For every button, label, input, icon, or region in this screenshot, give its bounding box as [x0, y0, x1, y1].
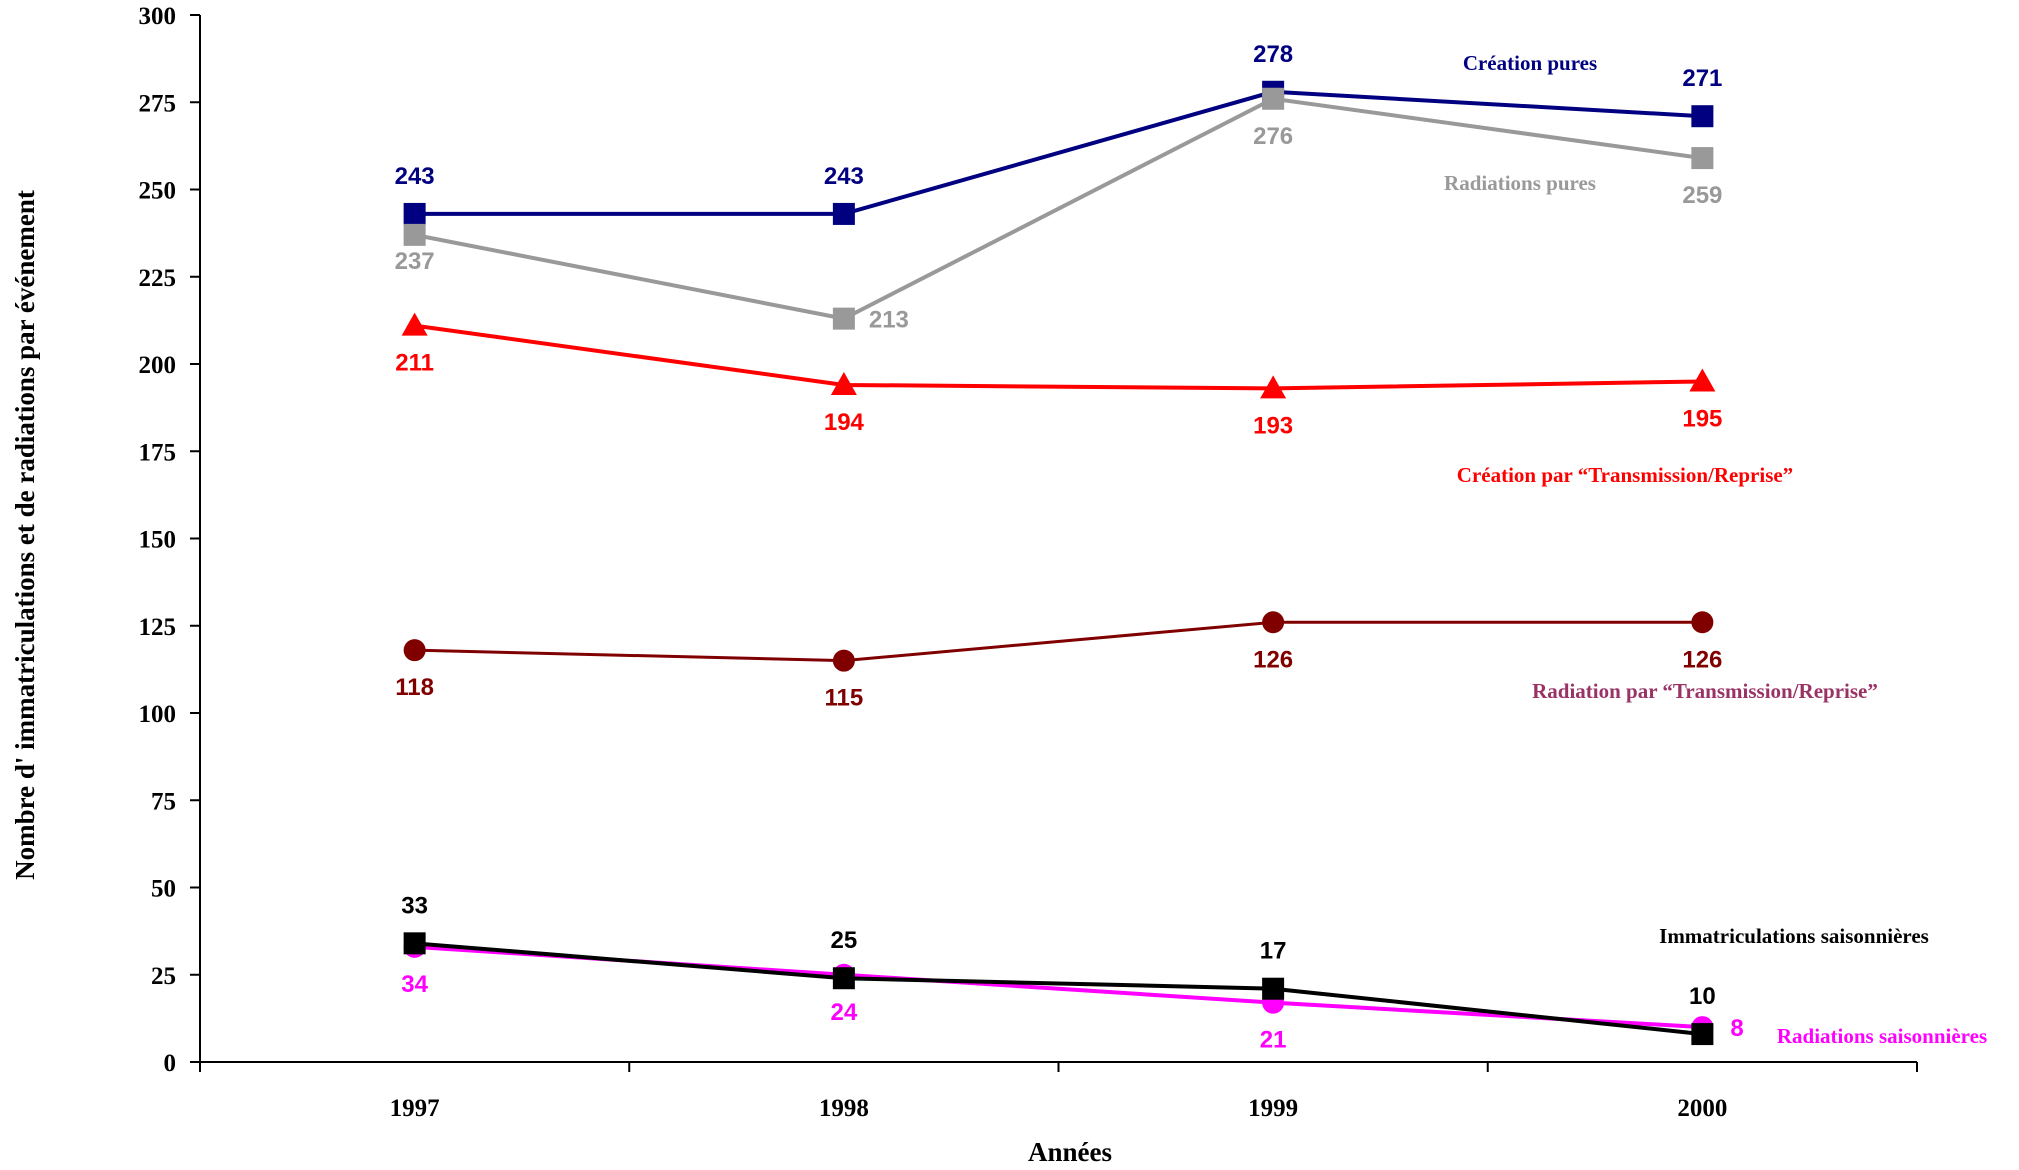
data-point	[403, 932, 426, 955]
data-point	[1262, 611, 1285, 634]
y-tick-label: 75	[151, 788, 176, 815]
y-tick-label: 25	[151, 963, 176, 990]
data-point	[832, 967, 855, 990]
x-tick-label: 2000	[1677, 1095, 1727, 1122]
series-5	[403, 932, 1714, 1046]
data-label: 193	[1253, 412, 1293, 439]
data-label: 211	[395, 350, 434, 377]
data-label: 278	[1253, 41, 1293, 68]
data-label: 24	[831, 999, 858, 1026]
y-tick-label: 250	[139, 178, 177, 205]
data-label: 213	[869, 307, 909, 334]
y-tick-label: 50	[151, 876, 176, 903]
data-point	[403, 223, 426, 246]
series-line	[414, 89, 1703, 216]
series-name-label: Création par “Transmission/Reprise”	[1457, 463, 1793, 487]
data-label: 195	[1682, 405, 1722, 432]
x-axis-title: Années	[1028, 1137, 1112, 1167]
data-label: 126	[1682, 646, 1722, 673]
data-label: 237	[395, 248, 435, 275]
data-point	[1262, 977, 1285, 1000]
data-label: 21	[1260, 1027, 1287, 1054]
series-3	[403, 611, 1714, 672]
data-label: 271	[1682, 65, 1722, 92]
series-line	[414, 96, 1703, 321]
data-label: 10	[1689, 983, 1716, 1010]
series-name-label: Radiations pures	[1444, 171, 1596, 195]
chart-data-labels: 243 243 278 271 237 213 276 259 211 194 193 195 118 1…	[395, 41, 1988, 1054]
y-tick-label: 0	[164, 1050, 177, 1077]
data-point	[832, 649, 855, 672]
data-label: 194	[824, 409, 865, 436]
y-tick-label: 175	[139, 439, 177, 466]
data-point	[832, 202, 855, 225]
data-point	[403, 202, 426, 225]
series-name-label: Immatriculations saisonnières	[1659, 924, 1929, 948]
series-name-label: Radiations saisonnières	[1777, 1024, 1987, 1048]
data-label: 34	[401, 971, 428, 998]
y-tick-label: 100	[139, 701, 177, 728]
x-tick-label: 1999	[1248, 1095, 1298, 1122]
data-point	[403, 639, 426, 662]
data-point	[1262, 87, 1285, 110]
x-tick-label: 1997	[390, 1095, 440, 1122]
x-tick-label: 1998	[819, 1095, 869, 1122]
data-label: 243	[395, 163, 435, 190]
data-point	[830, 371, 857, 395]
data-label: 118	[395, 674, 434, 701]
series-0	[403, 80, 1714, 225]
series-4	[403, 935, 1714, 1039]
series-line	[414, 323, 1703, 391]
data-label: 8	[1730, 1015, 1743, 1042]
data-label: 17	[1260, 938, 1287, 965]
data-point	[1691, 147, 1714, 170]
data-point	[832, 307, 855, 330]
series-line	[414, 941, 1703, 1037]
series-2	[401, 312, 1716, 399]
y-tick-label: 150	[139, 527, 177, 554]
y-tick-label: 300	[139, 3, 177, 30]
data-label: 33	[401, 892, 428, 919]
data-label: 276	[1253, 123, 1293, 150]
data-point	[1260, 375, 1287, 399]
y-tick-label: 275	[139, 90, 177, 117]
y-tick-label: 225	[139, 265, 177, 292]
series-line	[414, 620, 1703, 663]
data-point	[1691, 1023, 1714, 1046]
data-label: 25	[831, 927, 858, 954]
data-label: 243	[824, 163, 864, 190]
data-label: 126	[1253, 646, 1293, 673]
data-point	[1691, 611, 1714, 634]
data-point	[401, 312, 428, 336]
series-name-label: Création pures	[1463, 51, 1597, 75]
data-point	[1689, 368, 1716, 392]
series-name-label: Radiation par “Transmission/Reprise”	[1532, 679, 1878, 703]
series-1	[403, 87, 1714, 330]
chart-axes: 0 25 50 75 100 125 150 175 200 225 250 275 300 1997 19…	[139, 3, 1918, 1122]
data-label: 259	[1682, 182, 1722, 209]
y-tick-label: 125	[139, 614, 177, 641]
chart-series	[401, 80, 1716, 1046]
y-axis-title: Nombre d' immatriculations et de radiati…	[10, 190, 40, 880]
data-point	[1691, 105, 1714, 128]
data-label: 115	[825, 685, 864, 712]
y-tick-label: 200	[139, 352, 177, 379]
